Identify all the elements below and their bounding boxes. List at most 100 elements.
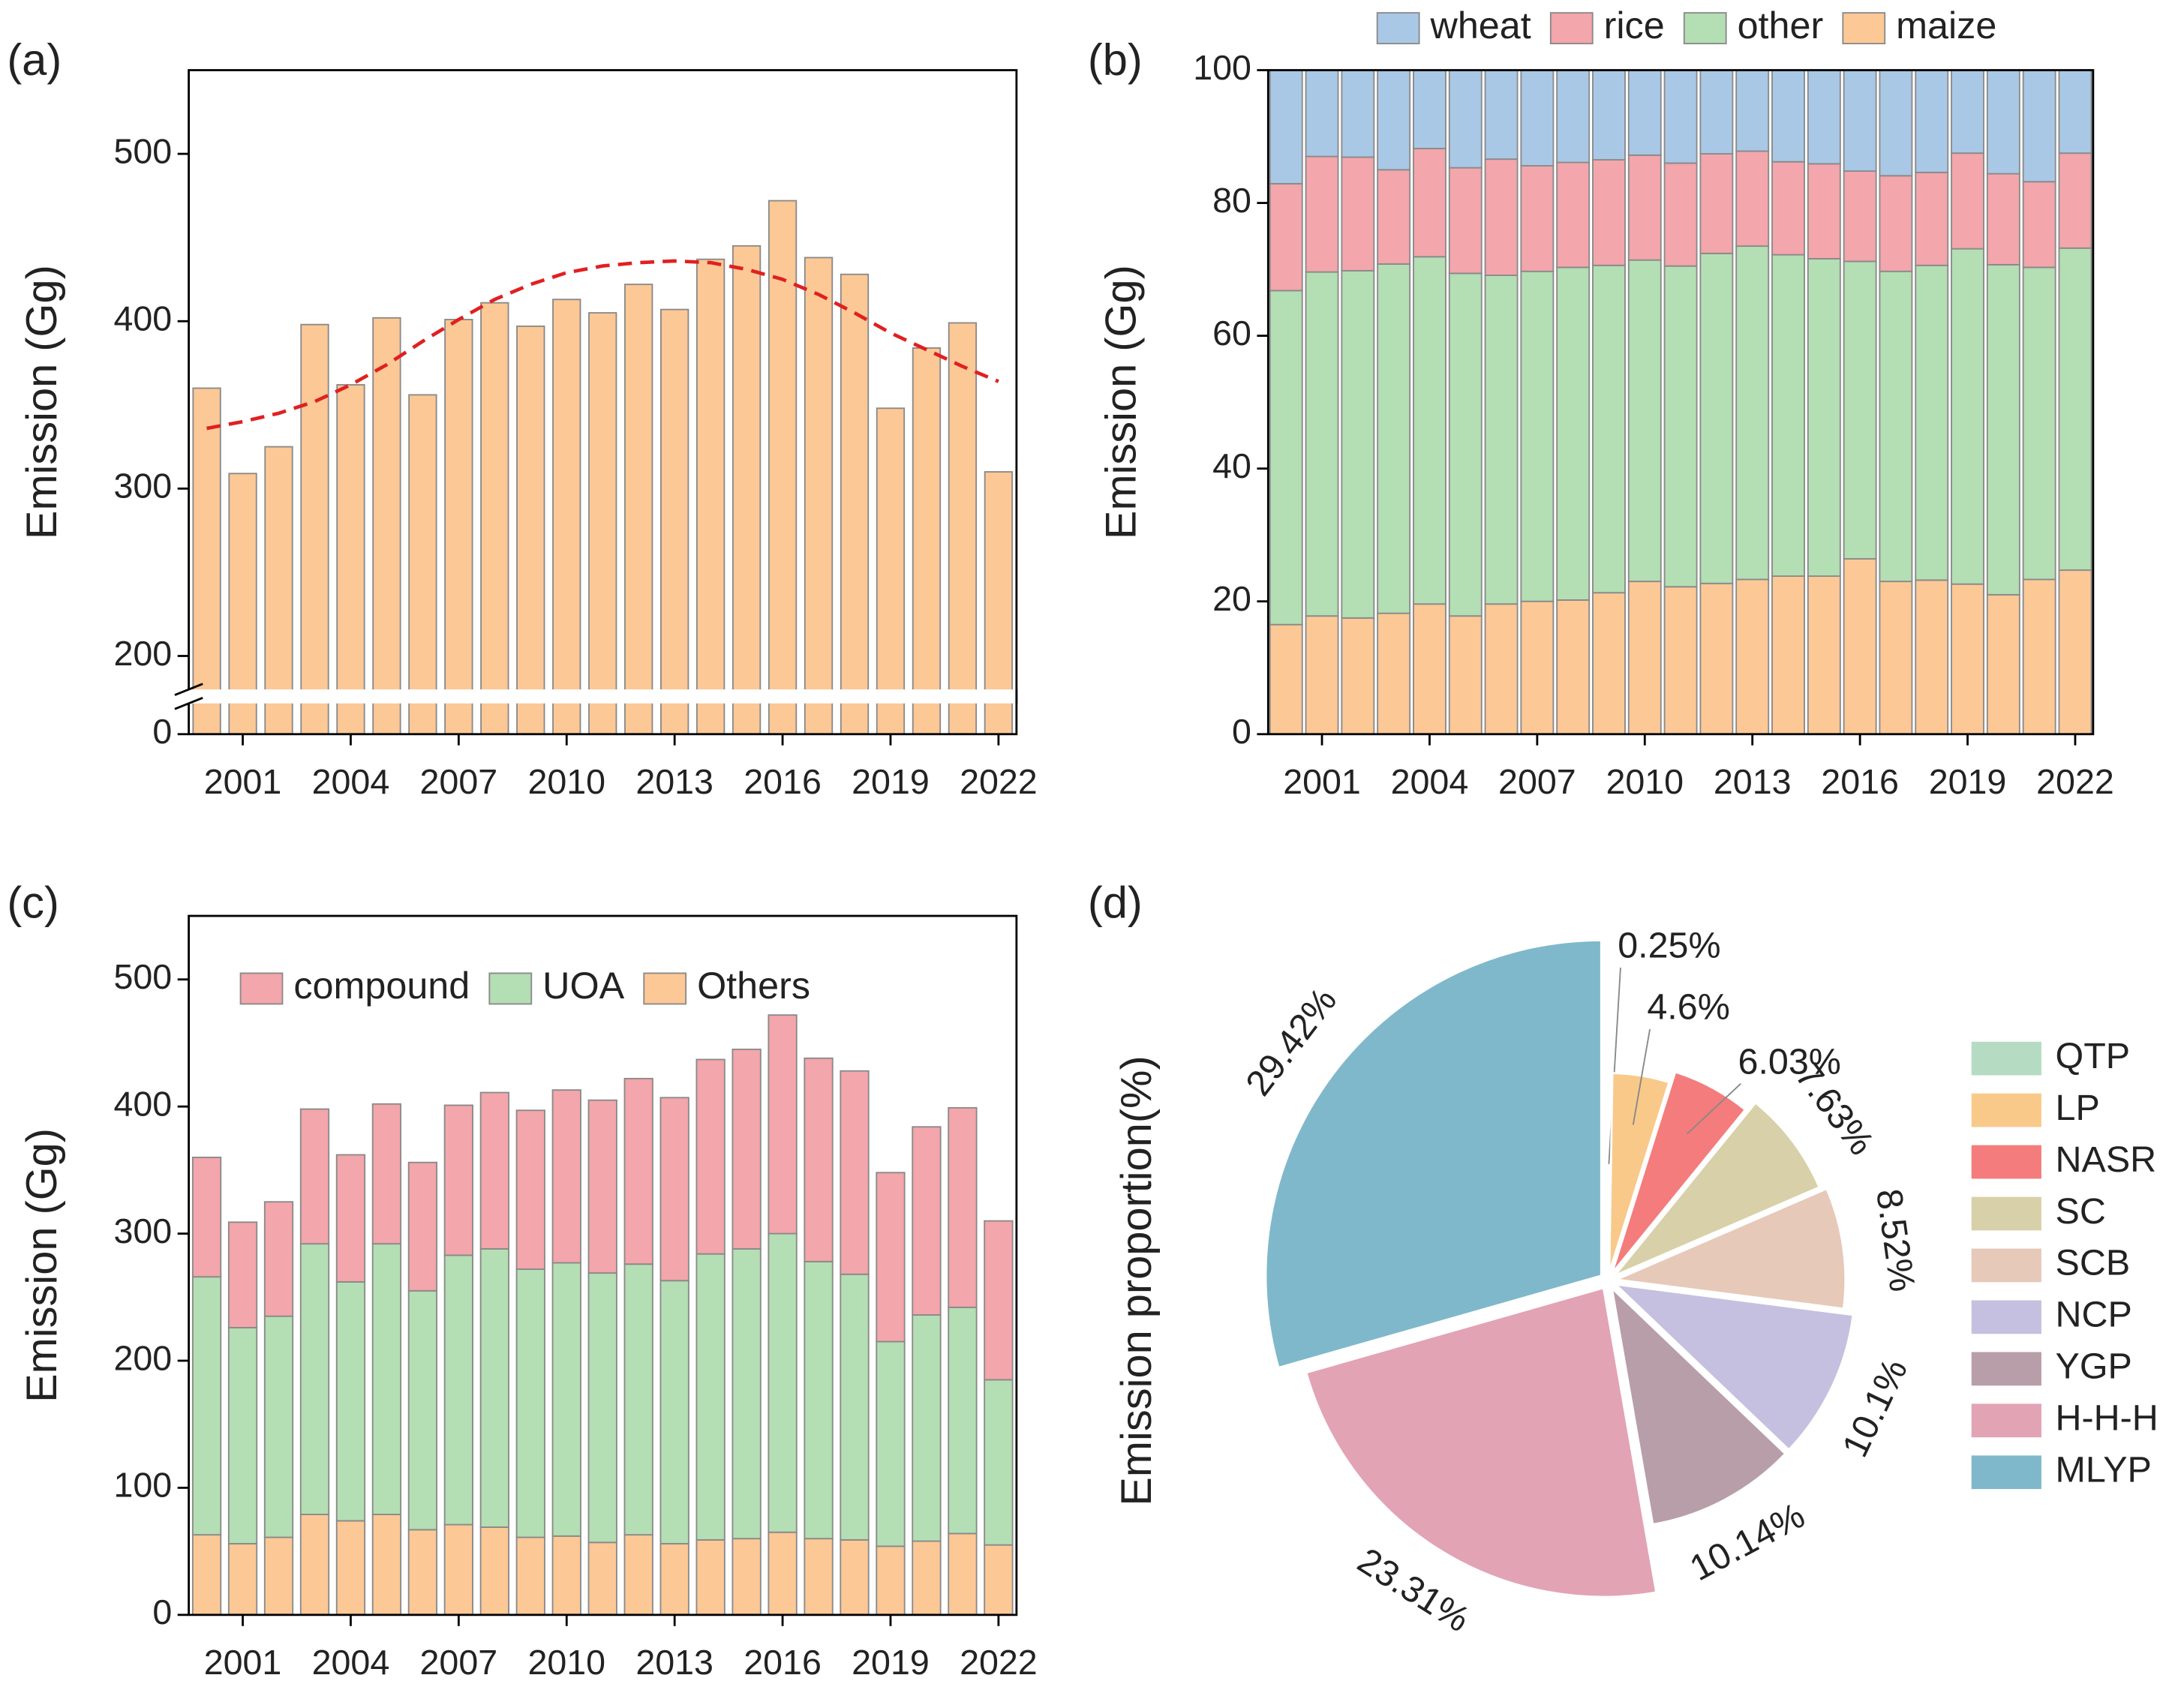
bar-segment (371, 1514, 402, 1616)
bar-segment (2058, 247, 2092, 572)
bar-segment (1413, 603, 1446, 735)
bar-segment (984, 1544, 1014, 1616)
bar-segment (1735, 245, 1770, 581)
x-tick-label: 2022 (960, 762, 1038, 801)
bar-segment (1556, 161, 1591, 269)
panel-label: (b) (1088, 35, 1143, 85)
legend-label: UOA (542, 964, 624, 1007)
bar-segment (984, 1220, 1014, 1381)
legend-label: SC (2056, 1191, 2106, 1232)
legend-label: Others (697, 964, 810, 1007)
bar-segment (1269, 623, 1303, 735)
legend-swatch (1842, 12, 1886, 45)
y-tick-label: 0 (1232, 712, 1251, 751)
pie-slice (1305, 1286, 1658, 1598)
bar-segment (443, 1523, 473, 1616)
bar-segment (1663, 162, 1698, 267)
bar-segment (1341, 617, 1375, 735)
legend-label: NCP (2056, 1295, 2132, 1335)
bar-segment (1663, 265, 1698, 588)
bar-segment (1807, 69, 1841, 165)
bar-segment (263, 1201, 294, 1317)
bar-segment (1377, 69, 1411, 171)
bar-segment (912, 1126, 942, 1316)
bar-segment (587, 1272, 617, 1544)
bar-segment (371, 1243, 402, 1515)
bar-segment (1520, 600, 1555, 735)
bar-segment (623, 1077, 653, 1265)
bar-segment (804, 1057, 834, 1262)
legend-label: SCB (2056, 1243, 2131, 1283)
bar-segment (2022, 181, 2056, 269)
bar-segment (768, 1531, 798, 1616)
bar-segment (732, 1247, 762, 1540)
bar-segment (2058, 152, 2092, 249)
leader-line (1632, 1028, 1651, 1125)
bar-segment (263, 1536, 294, 1616)
legend-swatch (1971, 1145, 2041, 1179)
y-tick-label: 400 (114, 299, 173, 338)
bar-segment (1484, 158, 1519, 276)
bar-segment (1915, 264, 1949, 581)
bar-segment (1556, 599, 1591, 735)
bar-segment (2022, 578, 2056, 735)
y-tick-label: 40 (1212, 446, 1251, 485)
bar-segment (1627, 581, 1662, 735)
legend-label: compound (293, 964, 470, 1007)
bar-segment (299, 1514, 330, 1616)
bar-segment (443, 1254, 473, 1526)
bar-segment (1699, 153, 1734, 254)
bar-segment (1735, 578, 1770, 735)
bar (264, 446, 293, 735)
pie-slice (1612, 1187, 1847, 1310)
y-tick-label: 500 (114, 131, 173, 170)
bar-segment (912, 1540, 942, 1616)
legend-swatch (1376, 12, 1420, 45)
bar-segment (1771, 575, 1805, 735)
leader-line (1686, 1082, 1741, 1135)
bar-segment (1807, 575, 1841, 735)
bar (516, 325, 545, 735)
bar-segment (1879, 581, 1913, 735)
bar-segment (2058, 69, 2092, 155)
bar-segment (1627, 259, 1662, 583)
x-tick-label: 2013 (1714, 762, 1792, 801)
bar-segment (479, 1247, 509, 1528)
legend-label: other (1738, 4, 1824, 47)
y-axis-title: Emission (Gg) (1098, 265, 1146, 539)
legend-swatch (1683, 12, 1727, 45)
bar-segment (587, 1099, 617, 1274)
bar-segment (1807, 163, 1841, 260)
y-tick-label: 300 (114, 1211, 173, 1250)
legend-label: NASR (2056, 1139, 2157, 1180)
legend-swatch (1971, 1352, 2041, 1386)
legend-swatch (488, 972, 533, 1005)
pie-slice (1610, 1285, 1787, 1526)
bar-segment (1592, 592, 1626, 735)
bar-segment (1341, 156, 1375, 272)
legend-label: rice (1604, 4, 1665, 47)
y-axis-title: Emission proportion(%) (1113, 1055, 1161, 1505)
y-tick-label: 80 (1212, 181, 1251, 220)
bar (948, 322, 978, 735)
bar-segment (695, 1058, 725, 1255)
bar-segment (1915, 171, 1949, 266)
bar-segment (191, 1276, 222, 1536)
bar-segment (1448, 272, 1483, 617)
bar-segment (1413, 148, 1446, 258)
y-axis-title: Emission (Gg) (18, 1128, 66, 1403)
bar-segment (768, 1232, 798, 1533)
bar-segment (407, 1289, 438, 1531)
bar-segment (695, 1538, 725, 1616)
bar-segment (1735, 150, 1770, 248)
bar-segment (1520, 270, 1555, 602)
bar-segment (1771, 161, 1805, 256)
bar-segment (299, 1108, 330, 1245)
bar-segment (551, 1089, 581, 1264)
bar-segment (1484, 69, 1519, 161)
bar-segment (1986, 173, 2020, 266)
bar-segment (912, 1314, 942, 1542)
bar-segment (1484, 603, 1519, 735)
legend-label: QTP (2056, 1036, 2131, 1076)
legend-swatch (239, 972, 284, 1005)
